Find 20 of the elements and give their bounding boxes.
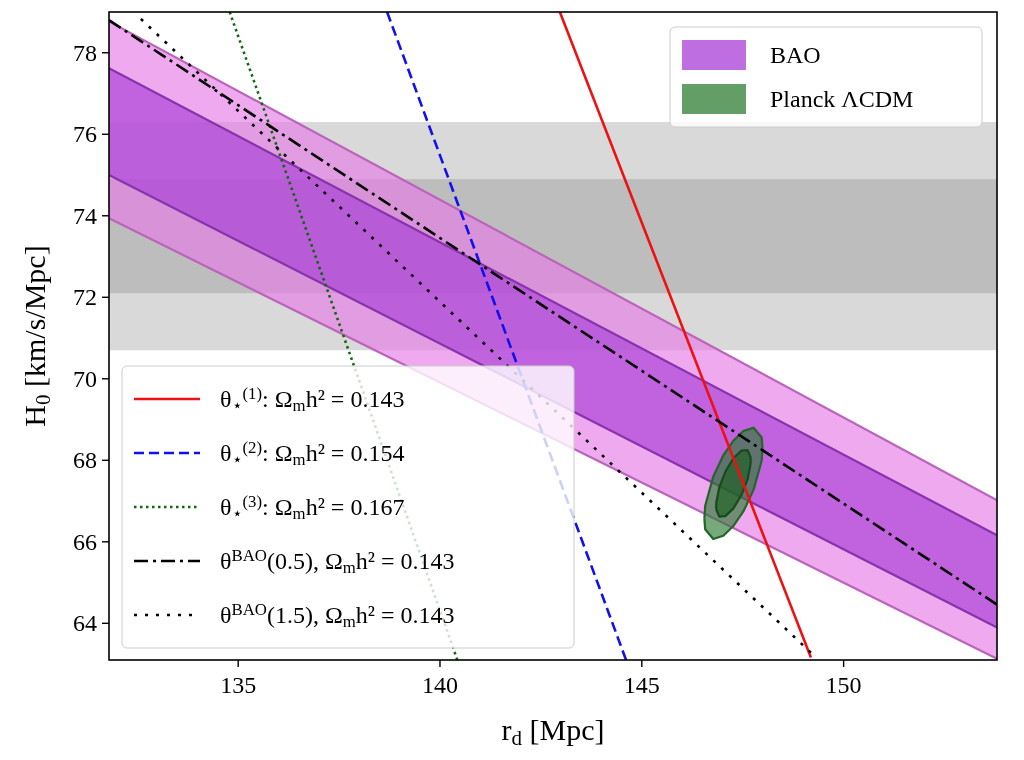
y-tick-label: 70 bbox=[73, 365, 97, 392]
x-tick-label: 145 bbox=[623, 672, 660, 698]
y-tick-label: 72 bbox=[73, 284, 97, 311]
legend-label: θ$^{BAO}$(0.5), Ω$_{m}$h² = 0.143 bbox=[220, 546, 455, 578]
legend-label: θ$_{⋆}$$^{(1)}$: Ω$_{m}$h² = 0.143 bbox=[220, 384, 405, 416]
y-tick-label: 78 bbox=[73, 39, 97, 66]
legend-label: θ$^{BAO}$(1.5), Ω$_{m}$h² = 0.143 bbox=[220, 600, 455, 632]
y-tick-label: 74 bbox=[73, 202, 97, 229]
y-tick-label: 64 bbox=[73, 610, 97, 637]
y-tick-label: 76 bbox=[73, 121, 97, 148]
legend-label: Planck ΛCDM bbox=[770, 86, 914, 112]
x-tick-label: 140 bbox=[421, 672, 458, 698]
legend-label: θ$_{⋆}$$^{(3)}$: Ω$_{m}$h² = 0.167 bbox=[220, 492, 405, 524]
x-tick-label: 150 bbox=[825, 672, 862, 698]
legend-label: θ$_{⋆}$$^{(2)}$: Ω$_{m}$h² = 0.154 bbox=[220, 438, 405, 470]
y-tick-label: 68 bbox=[73, 447, 97, 474]
x-tick-label: 135 bbox=[220, 672, 257, 698]
y-tick-label: 66 bbox=[73, 528, 97, 555]
x-axis-title: r$_{d}$ [Mpc] bbox=[501, 713, 605, 751]
legend-label: BAO bbox=[770, 42, 821, 68]
